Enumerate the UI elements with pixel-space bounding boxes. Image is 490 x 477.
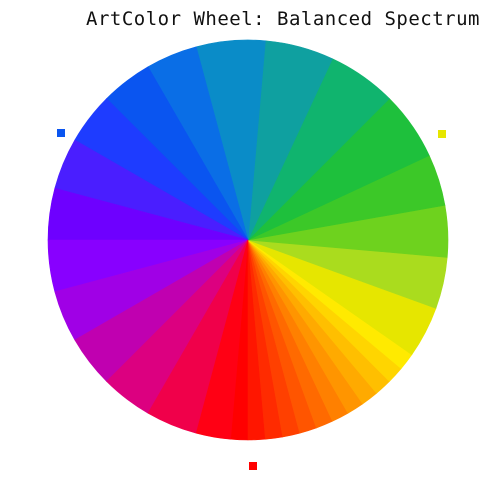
wheel-slice bbox=[195, 239, 249, 440]
marker-primary-blue bbox=[57, 129, 65, 137]
wheel-slices bbox=[47, 39, 449, 441]
primary-markers bbox=[57, 129, 446, 470]
chart-title: ArtColor Wheel: Balanced Spectrum bbox=[86, 8, 480, 30]
marker-primary-yellow bbox=[438, 130, 446, 138]
marker-primary-red bbox=[249, 462, 257, 470]
